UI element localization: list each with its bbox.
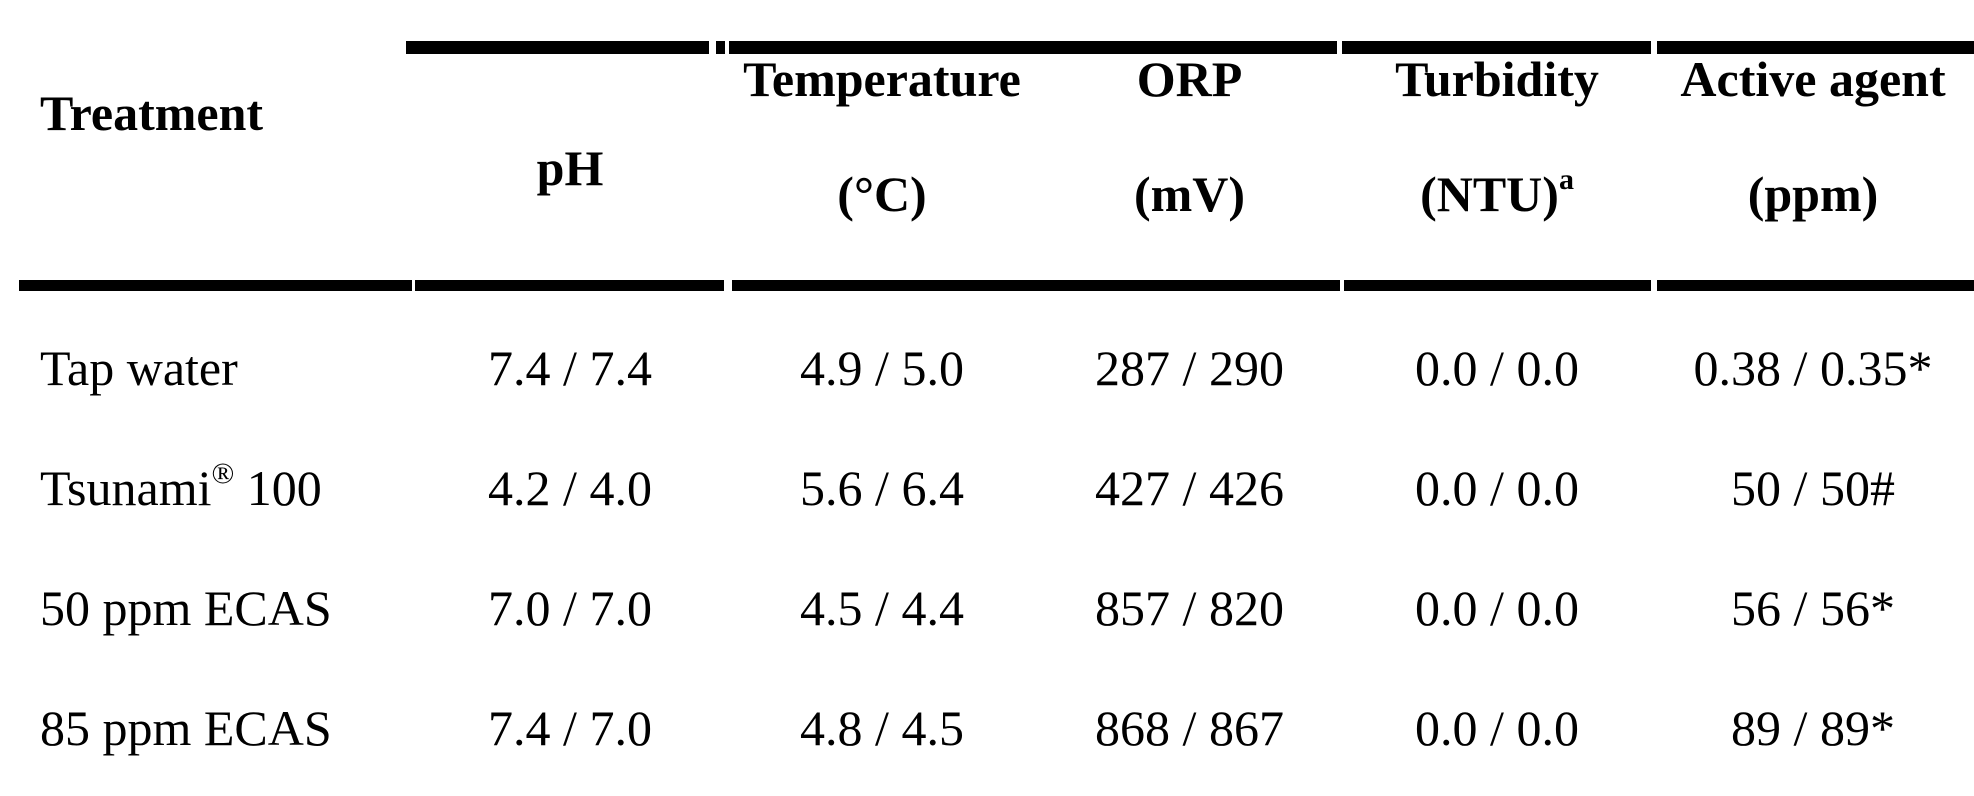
top-rule-segment xyxy=(1342,41,1651,54)
column-unit: (°C) xyxy=(837,166,927,222)
cell-ph: 4.2 / 4.0 xyxy=(488,460,652,516)
column-label: pH xyxy=(536,140,604,196)
cell-treatment: 50 ppm ECAS xyxy=(0,532,413,652)
treatment-text-after: 100 xyxy=(234,460,322,516)
treatment-text: Tap water xyxy=(40,340,238,396)
cell-active-agent: 50 / 50# xyxy=(1731,460,1895,516)
header-cell-temperature: Temperature (°C) xyxy=(727,0,1037,292)
cell-orp: 427 / 426 xyxy=(1095,460,1284,516)
cell-active-agent: 89 / 89* xyxy=(1731,700,1895,756)
cell-active-agent: 56 / 56* xyxy=(1731,580,1895,636)
footnote-a-sup: a xyxy=(1558,162,1574,196)
column-label: Temperature xyxy=(743,51,1021,107)
header-cell-orp: ORP (mV) xyxy=(1037,0,1342,292)
cell-temperature: 5.6 / 6.4 xyxy=(800,460,964,516)
column-unit: (ppm) xyxy=(1747,166,1879,222)
cell-temperature: 4.8 / 4.5 xyxy=(800,700,964,756)
cell-temperature: 4.9 / 5.0 xyxy=(800,340,964,396)
header-rule-segment xyxy=(732,280,1340,291)
treatment-text: Tsunami xyxy=(40,460,212,516)
cell-ph: 7.4 / 7.0 xyxy=(488,700,652,756)
cell-turbidity: 0.0 / 0.0 xyxy=(1415,580,1579,636)
column-label: Active agent xyxy=(1680,51,1946,107)
header-cell-ph: pH xyxy=(413,0,727,292)
cell-ph: 7.0 / 7.0 xyxy=(488,580,652,636)
column-label: ORP xyxy=(1136,51,1243,107)
cell-treatment: Tap water xyxy=(0,292,413,412)
column-label: Turbidity xyxy=(1395,51,1599,107)
top-rule-segment xyxy=(729,41,1337,54)
registered-trademark-sup: ® xyxy=(211,456,235,490)
header-cell-active-agent: Active agent (ppm) xyxy=(1652,0,1974,292)
top-rule-segment xyxy=(1657,41,1974,54)
cell-turbidity: 0.0 / 0.0 xyxy=(1415,700,1579,756)
cell-temperature: 4.5 / 4.4 xyxy=(800,580,964,636)
treatment-text: 85 ppm ECAS xyxy=(40,700,332,756)
cell-orp: 868 / 867 xyxy=(1095,700,1284,756)
header-rule-segment xyxy=(1344,280,1651,291)
column-unit-text: (NTU) xyxy=(1420,166,1559,222)
cell-treatment: 85 ppm ECAS xyxy=(0,652,413,772)
cell-active-agent: 0.38 / 0.35* xyxy=(1693,340,1933,396)
top-rule-segment xyxy=(406,41,709,54)
header-rule-segment xyxy=(1657,280,1974,291)
header-cell-treatment: Treatment xyxy=(0,0,413,292)
top-rule-segment xyxy=(716,41,725,54)
cell-turbidity: 0.0 / 0.0 xyxy=(1415,460,1579,516)
cell-turbidity: 0.0 / 0.0 xyxy=(1415,340,1579,396)
cell-ph: 7.4 / 7.4 xyxy=(488,340,652,396)
header-cell-turbidity: Turbidity (NTU)a xyxy=(1342,0,1652,292)
header-rule-segment xyxy=(19,280,412,291)
cell-orp: 287 / 290 xyxy=(1095,340,1284,396)
cell-treatment: Tsunami® 100 xyxy=(0,412,413,532)
column-unit: (NTU)a xyxy=(1342,162,1652,222)
column-label: Treatment xyxy=(40,85,264,141)
cell-orp: 857 / 820 xyxy=(1095,580,1284,636)
treatment-text: 50 ppm ECAS xyxy=(40,580,332,636)
column-unit: (mV) xyxy=(1133,166,1246,222)
header-rule-segment xyxy=(415,280,724,291)
